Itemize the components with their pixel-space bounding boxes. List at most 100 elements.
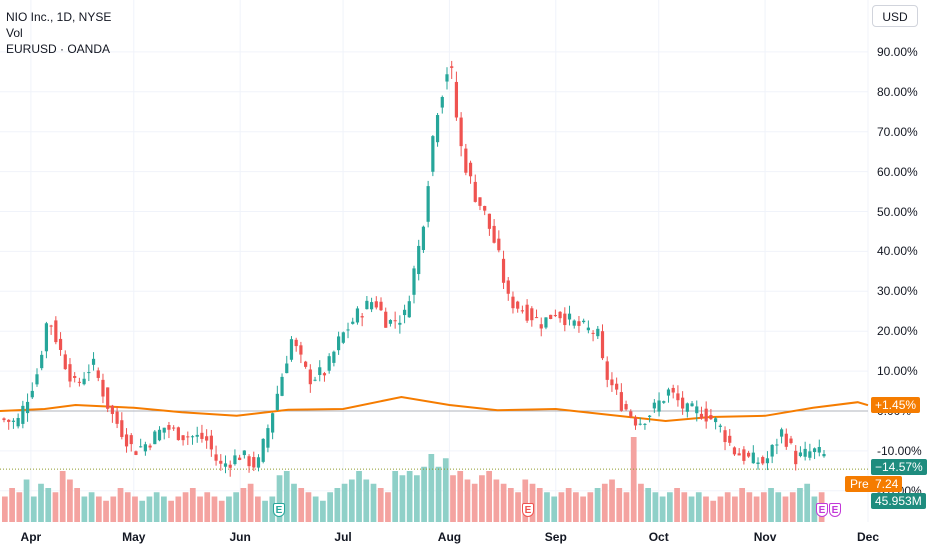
volume-bar — [168, 500, 174, 522]
candle — [765, 451, 770, 471]
currency-button[interactable]: USD — [872, 5, 918, 27]
volume-bar — [457, 471, 464, 522]
candle — [101, 373, 105, 404]
volume-bar — [175, 496, 182, 522]
candle — [582, 318, 586, 324]
y-tick-label: 50.00% — [877, 204, 918, 219]
candle — [794, 445, 798, 471]
candle — [591, 330, 595, 342]
candle — [341, 331, 345, 345]
candle — [459, 112, 463, 157]
candle — [153, 430, 157, 445]
candle — [516, 300, 520, 313]
candle — [82, 372, 86, 386]
candle — [483, 205, 487, 216]
volume-bar — [153, 492, 160, 522]
y-tick-label: 10.00% — [877, 364, 918, 379]
candle — [435, 112, 440, 147]
candle — [280, 373, 284, 397]
candle — [506, 277, 510, 301]
earnings-event-icon[interactable]: E — [816, 503, 828, 517]
candle — [209, 429, 213, 457]
candle — [35, 368, 39, 387]
x-tick-label: Oct — [648, 530, 669, 544]
candle — [77, 377, 82, 387]
pre-market-price: 7.24 — [871, 476, 903, 492]
volume-bar — [204, 492, 211, 522]
candle — [600, 324, 605, 361]
volume-bar — [565, 488, 572, 522]
volume-bar — [305, 492, 312, 522]
candle — [388, 319, 393, 327]
candle — [190, 435, 195, 445]
volume-bar — [327, 492, 333, 522]
candle — [58, 332, 63, 356]
candle — [120, 412, 124, 440]
candle — [157, 426, 162, 442]
volume-bar — [189, 488, 196, 522]
candle — [124, 428, 129, 453]
symbol-title[interactable]: NIO Inc., 1D, NYSE — [6, 10, 112, 24]
candle — [129, 433, 133, 452]
candle — [106, 387, 110, 413]
volume-bar — [103, 500, 109, 522]
candle — [176, 426, 180, 441]
candle — [770, 444, 774, 464]
volume-bar — [276, 475, 283, 522]
candle — [577, 316, 581, 333]
candle — [63, 350, 67, 370]
y-tick-label: 80.00% — [877, 84, 918, 99]
volume-bar — [493, 479, 500, 522]
candle — [398, 315, 402, 334]
volume-bar — [132, 496, 138, 522]
volume-bar — [370, 483, 377, 522]
candle — [723, 426, 727, 451]
earnings-event-icon[interactable]: E — [829, 503, 841, 517]
volume-legend[interactable]: Vol — [6, 26, 23, 40]
candle — [737, 448, 741, 456]
volume-bar — [52, 492, 59, 522]
y-tick-label: 90.00% — [877, 44, 918, 59]
earnings-event-icon[interactable]: E — [273, 503, 285, 517]
volume-bar — [804, 483, 811, 522]
volume-bar — [507, 488, 514, 522]
x-tick-label: Apr — [20, 530, 42, 544]
candle — [148, 443, 152, 451]
candle — [440, 95, 444, 114]
candle — [812, 447, 817, 460]
candle — [421, 225, 426, 253]
x-tick-label: Sep — [544, 530, 567, 544]
volume-bar — [638, 483, 644, 522]
candle — [256, 454, 261, 472]
compare-legend[interactable]: EURUSD · OANDA — [6, 42, 111, 56]
compare-pct-badge: +1.45% — [871, 397, 921, 413]
x-tick-label: Nov — [753, 530, 777, 544]
volume-bar — [23, 479, 30, 522]
volume-bar — [717, 496, 724, 522]
candle — [384, 307, 388, 328]
candle — [478, 197, 482, 211]
earnings-event-icon[interactable]: E — [522, 503, 534, 517]
candle — [746, 450, 751, 458]
candle — [393, 311, 397, 329]
candle — [666, 387, 671, 403]
candle — [633, 415, 638, 430]
candle — [685, 402, 689, 418]
volume-bar — [161, 496, 167, 522]
volume-bar — [399, 475, 406, 522]
volume-bar — [732, 496, 738, 522]
candle — [214, 445, 218, 466]
candle — [558, 311, 562, 323]
volume-bar — [320, 500, 326, 522]
candle — [492, 219, 496, 244]
candle — [572, 319, 576, 329]
candle — [657, 392, 661, 417]
candle — [115, 406, 119, 429]
candle — [2, 417, 6, 423]
volume-bar — [211, 496, 218, 522]
volume-bar — [739, 488, 745, 522]
candle — [445, 67, 449, 90]
candle — [407, 295, 411, 318]
candle — [351, 317, 355, 325]
